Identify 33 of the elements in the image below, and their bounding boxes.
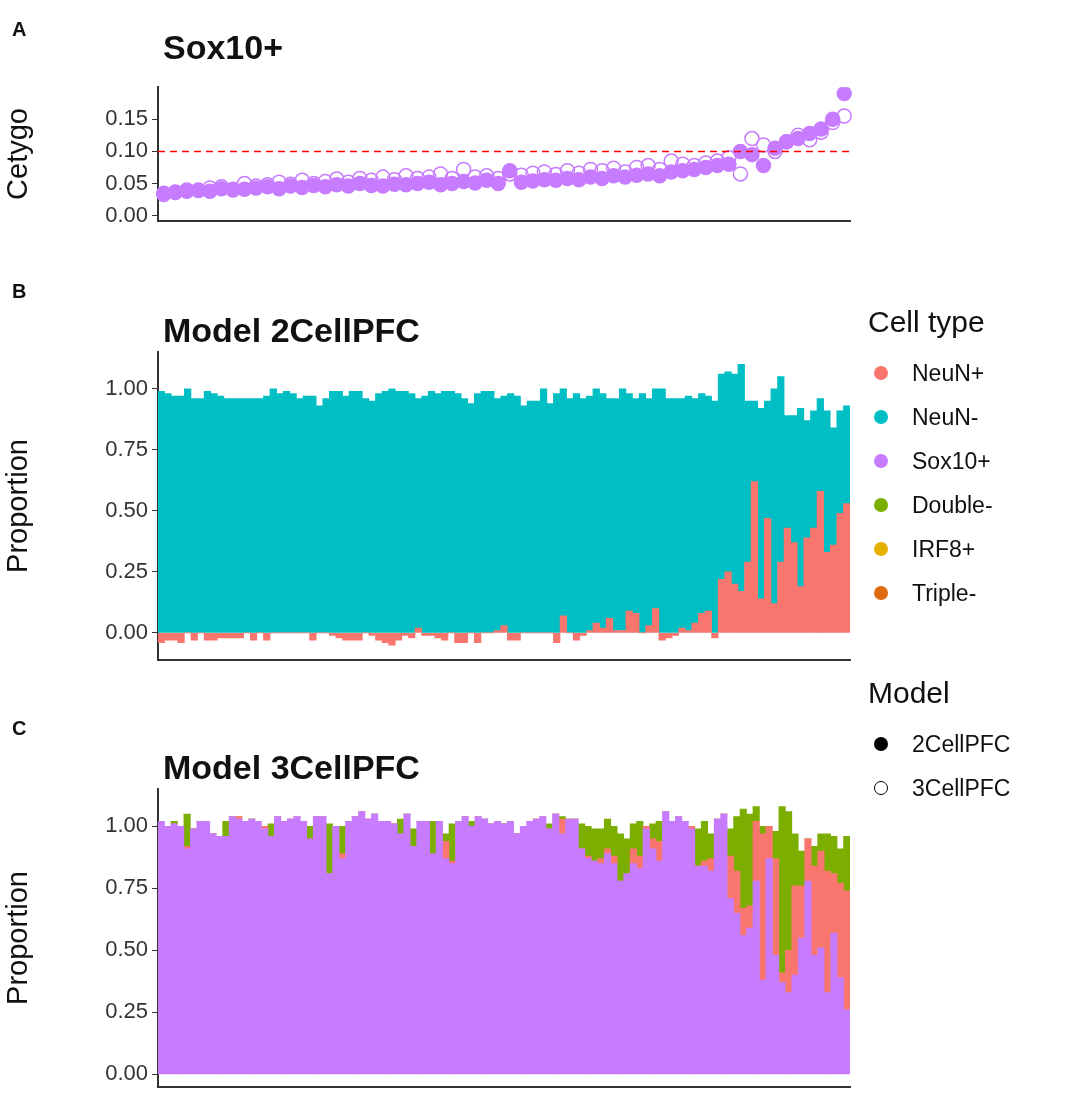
y-tick-label: 0.10 — [105, 137, 148, 163]
text: B — [12, 280, 27, 303]
legend-label: IRF8+ — [912, 535, 976, 563]
y-tick-label: 0.15 — [105, 105, 148, 131]
y-tick-label: 1.00 — [105, 812, 148, 838]
y-axis-title: Proportion — [1, 439, 34, 573]
y-tick-label: 0.75 — [105, 874, 148, 900]
y-tick-label: 0.25 — [105, 998, 148, 1024]
text: A — [12, 18, 27, 41]
y-tick-label: 0.50 — [105, 936, 148, 962]
legend-label: NeuN+ — [912, 359, 985, 387]
y-tick-label: 0.75 — [105, 435, 148, 461]
y-axis-title: Cetygo — [1, 108, 34, 200]
text: C — [12, 717, 27, 740]
text: 3CellPFC — [912, 774, 1011, 802]
y-tick-label: 0.00 — [105, 619, 148, 645]
chart-title: Sox10+ — [163, 28, 284, 67]
y-tick-label: 0.05 — [105, 169, 148, 195]
y-tick-label: 0.25 — [105, 557, 148, 583]
legend-title: Cell type — [868, 305, 986, 339]
legend-label: NeuN- — [912, 403, 979, 431]
y-tick-label: 0.50 — [105, 496, 148, 522]
legend-label: Double- — [912, 491, 993, 519]
legend-label: Sox10+ — [912, 447, 991, 475]
y-tick-label: 0.00 — [105, 201, 148, 227]
legend-label: Triple- — [912, 579, 977, 607]
chart-title: Model 2CellPFC — [163, 311, 420, 350]
y-tick-label: 1.00 — [105, 374, 148, 400]
y-axis-title: Proportion — [1, 871, 34, 1005]
y-tick-label: 0.00 — [105, 1060, 148, 1086]
chart-title: Model 3CellPFC — [163, 748, 420, 787]
legend-title: Model — [868, 676, 951, 710]
text: 2CellPFC — [912, 730, 1011, 758]
